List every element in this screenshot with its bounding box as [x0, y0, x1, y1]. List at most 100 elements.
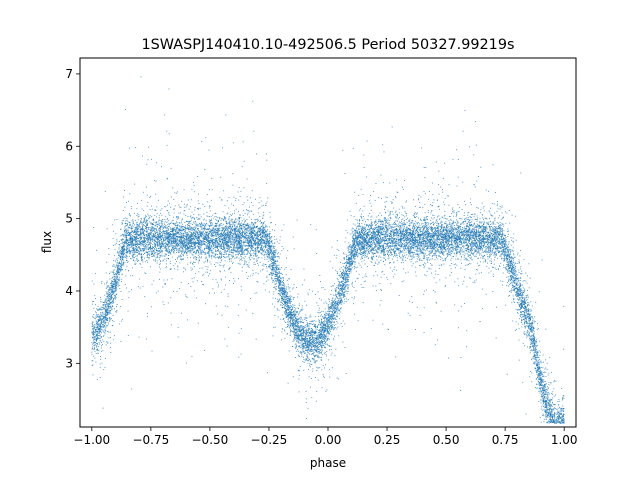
data-point: [389, 244, 391, 246]
data-point: [473, 184, 475, 186]
data-point: [219, 197, 221, 199]
data-point: [116, 271, 118, 273]
data-point: [318, 343, 320, 345]
data-point: [202, 242, 204, 244]
data-point: [383, 251, 385, 252]
data-point: [120, 238, 122, 240]
data-point: [240, 240, 242, 241]
data-point: [103, 308, 105, 310]
data-point: [324, 318, 326, 320]
data-point: [286, 312, 288, 313]
data-point: [476, 243, 478, 245]
data-point: [144, 230, 146, 232]
data-point: [544, 410, 546, 411]
data-point: [284, 299, 286, 301]
data-point: [167, 228, 169, 230]
data-point: [161, 214, 163, 216]
data-point: [243, 187, 245, 189]
data-point: [139, 243, 141, 245]
data-point: [340, 270, 342, 272]
data-point: [209, 221, 210, 223]
data-point: [538, 362, 540, 363]
data-point: [268, 245, 270, 247]
data-point: [459, 233, 461, 235]
data-point: [142, 261, 144, 263]
data-point: [265, 237, 267, 239]
data-point: [389, 267, 391, 269]
data-point: [164, 258, 166, 260]
data-point: [308, 369, 309, 370]
data-point: [453, 212, 455, 214]
data-point: [149, 233, 151, 235]
data-point: [541, 387, 543, 389]
data-point: [110, 296, 112, 297]
data-point: [317, 334, 319, 336]
data-point: [226, 235, 228, 237]
data-point: [477, 239, 478, 241]
data-point: [190, 227, 192, 229]
data-point: [198, 234, 199, 235]
data-point: [474, 238, 476, 240]
data-point: [270, 278, 272, 280]
data-point: [152, 235, 154, 237]
data-point: [423, 218, 425, 220]
data-point: [482, 241, 484, 243]
data-point: [245, 238, 247, 240]
data-point: [107, 300, 109, 302]
data-point: [103, 322, 105, 324]
data-point: [553, 413, 555, 415]
data-point: [438, 254, 440, 256]
data-point: [159, 235, 161, 237]
data-point: [206, 248, 208, 250]
data-point: [425, 227, 427, 229]
data-point: [474, 255, 476, 257]
data-point: [418, 250, 420, 252]
data-point: [479, 218, 481, 220]
data-point: [281, 299, 283, 301]
data-point: [96, 308, 98, 310]
data-point: [219, 271, 221, 273]
data-point: [290, 317, 292, 319]
data-point: [496, 253, 498, 255]
data-point: [431, 248, 432, 250]
data-point: [192, 217, 194, 219]
data-point: [515, 308, 517, 310]
data-point: [473, 183, 475, 185]
data-point: [530, 310, 532, 312]
data-point: [114, 219, 116, 221]
data-point: [112, 284, 114, 286]
data-point: [492, 252, 494, 254]
data-point: [417, 240, 419, 242]
data-point: [94, 357, 96, 359]
data-point: [280, 278, 282, 280]
data-point: [475, 121, 477, 122]
data-point: [518, 269, 520, 271]
data-point: [370, 226, 372, 228]
data-point: [262, 250, 264, 251]
data-point: [409, 231, 411, 233]
data-point: [233, 283, 234, 285]
data-point: [112, 276, 114, 278]
data-point: [509, 256, 511, 258]
data-point: [119, 276, 121, 278]
data-point: [229, 240, 231, 242]
data-point: [368, 245, 370, 247]
data-point: [135, 251, 137, 253]
data-point: [186, 237, 188, 239]
data-point: [185, 294, 187, 296]
data-point: [231, 219, 233, 221]
data-point: [475, 241, 477, 243]
data-point: [358, 229, 360, 231]
data-point: [446, 240, 448, 242]
data-point: [319, 352, 321, 354]
data-point: [94, 342, 96, 344]
data-point: [156, 230, 158, 232]
data-point: [491, 249, 493, 251]
data-point: [438, 215, 440, 217]
data-point: [310, 333, 312, 335]
data-point: [396, 233, 398, 235]
data-point: [424, 253, 426, 255]
data-point: [414, 247, 416, 249]
data-point: [187, 232, 188, 234]
